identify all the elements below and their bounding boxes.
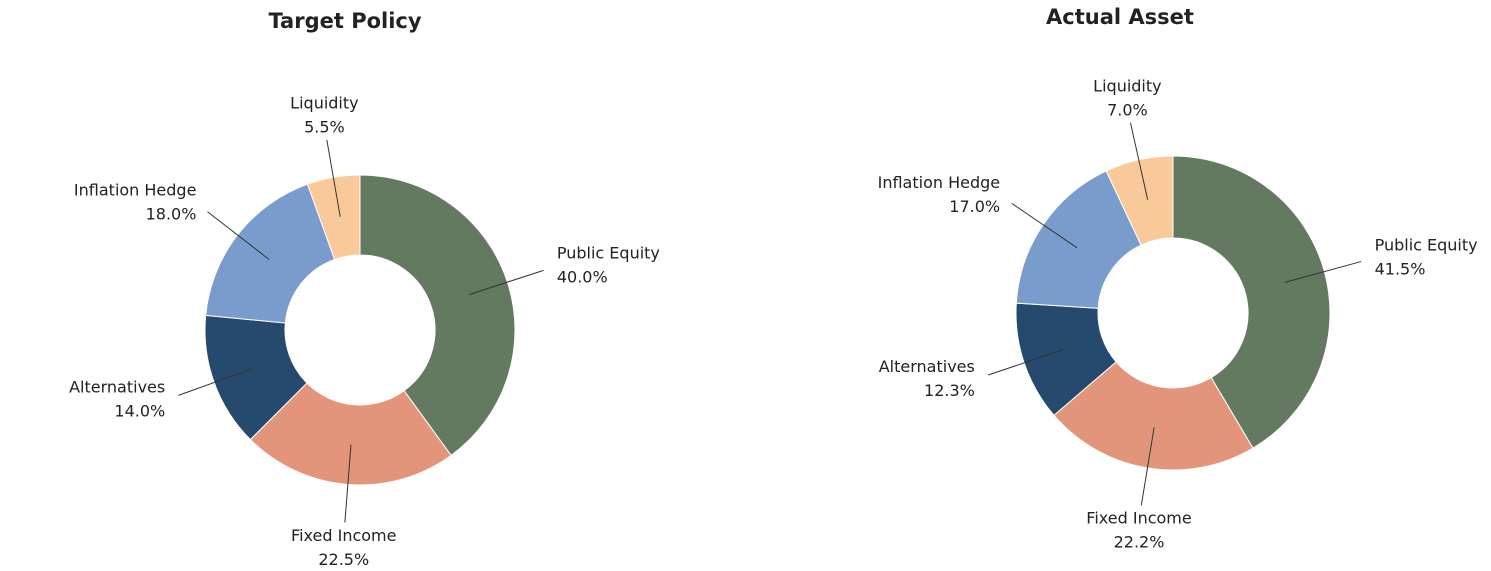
- leader-line: [1129, 122, 1149, 200]
- donut-slice: [205, 183, 336, 324]
- slice-label: Alternatives: [879, 357, 975, 376]
- slice-value-label: 12.3%: [924, 381, 975, 400]
- slice-label: Liquidity: [1093, 77, 1161, 96]
- slice-value-label: 22.2%: [1114, 533, 1165, 552]
- chart-title: Actual Asset: [1046, 5, 1194, 29]
- slice-value-label: 41.5%: [1375, 259, 1426, 278]
- slice-label: Public Equity: [1375, 235, 1478, 254]
- donut-slice: [249, 382, 452, 486]
- leader-line: [1011, 202, 1078, 249]
- slice-label: Liquidity: [290, 94, 358, 113]
- leader-line: [326, 139, 341, 217]
- slice-label: Inflation Hedge: [74, 181, 197, 200]
- leader-line: [469, 269, 544, 295]
- slice-value-label: 17.0%: [949, 197, 1000, 216]
- donut-slice: [359, 174, 516, 457]
- leader-line: [987, 349, 1064, 376]
- leader-line: [207, 211, 270, 260]
- slice-value-label: 7.0%: [1107, 101, 1148, 120]
- slice-label: Fixed Income: [291, 526, 396, 545]
- slice-value-label: 22.5%: [318, 550, 369, 569]
- leader-line: [1140, 427, 1155, 506]
- leader-line: [178, 368, 252, 396]
- donut-slice: [1053, 361, 1254, 471]
- slice-value-label: 14.0%: [114, 402, 165, 421]
- slice-value-label: 40.0%: [557, 268, 608, 287]
- leader-line: [1284, 261, 1362, 283]
- leader-line: [344, 444, 352, 523]
- slice-label: Fixed Income: [1086, 509, 1191, 528]
- slice-label: Public Equity: [557, 244, 660, 263]
- donut-slice: [1105, 155, 1174, 246]
- donut-slice: [1015, 170, 1142, 309]
- slice-value-label: 18.0%: [146, 205, 197, 224]
- donut-slice: [306, 174, 361, 261]
- chart-title: Target Policy: [268, 9, 421, 33]
- slice-value-label: 5.5%: [304, 118, 345, 137]
- slice-label: Alternatives: [69, 378, 165, 397]
- slice-label: Inflation Hedge: [878, 173, 1001, 192]
- donut-slice: [1172, 155, 1331, 449]
